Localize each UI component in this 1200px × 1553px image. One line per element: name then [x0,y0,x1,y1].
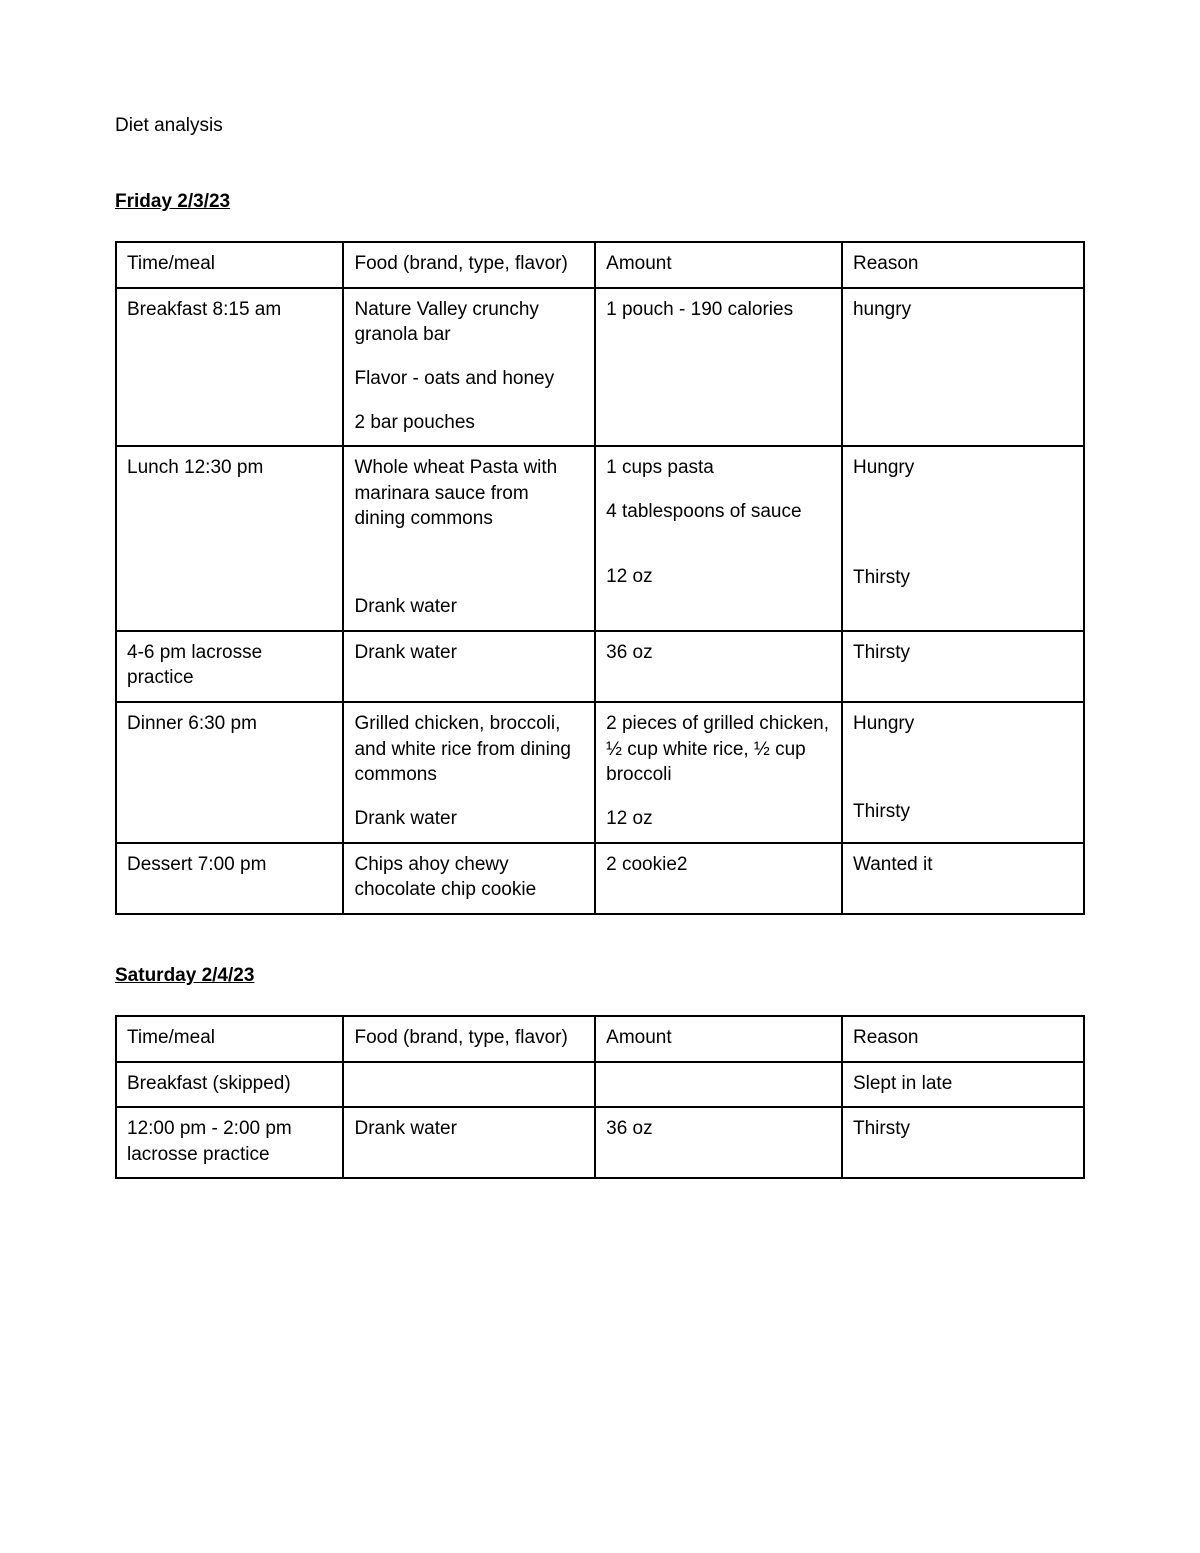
day-heading-friday: Friday 2/3/23 [115,191,1085,213]
cell-text: Wanted it [853,852,1073,878]
cell-amount: 36 oz [595,1107,842,1178]
cell-food [343,1062,595,1108]
cell-spacer [354,572,584,594]
col-header-reason: Reason [842,1016,1084,1062]
table-row: Dinner 6:30 pm Grilled chicken, broccoli… [116,702,1084,843]
cell-reason: Hungry Thirsty [842,702,1084,843]
cell-amount [595,1062,842,1108]
document-page: Diet analysis Friday 2/3/23 Time/meal Fo… [0,0,1200,1553]
cell-text: 12:00 pm - 2:00 pm lacrosse practice [127,1116,332,1167]
cell-time: 12:00 pm - 2:00 pm lacrosse practice [116,1107,343,1178]
cell-text: 36 oz [606,1116,831,1142]
cell-time: 4-6 pm lacrosse practice [116,631,343,702]
col-header-amount: Amount [595,242,842,288]
col-header-food: Food (brand, type, flavor) [343,1016,595,1062]
cell-spacer [354,550,584,572]
cell-food: Whole wheat Pasta with marinara sauce fr… [343,446,595,631]
cell-text: Breakfast (skipped) [127,1071,332,1097]
cell-text: Thirsty [853,1116,1073,1142]
table-row: 12:00 pm - 2:00 pm lacrosse practice Dra… [116,1107,1084,1178]
cell-text: Drank water [354,806,584,832]
table-header-row: Time/meal Food (brand, type, flavor) Amo… [116,1016,1084,1062]
cell-text: Whole wheat Pasta with marinara sauce fr… [354,455,584,532]
col-header-amount: Amount [595,1016,842,1062]
cell-spacer [853,755,1073,777]
cell-text: Thirsty [853,640,1073,666]
cell-reason: Slept in late [842,1062,1084,1108]
cell-text: 36 oz [606,640,831,666]
cell-amount: 2 cookie2 [595,843,842,914]
col-header-time: Time/meal [116,242,343,288]
cell-text: Dinner 6:30 pm [127,711,332,737]
cell-food: Nature Valley crunchy granola bar Flavor… [343,288,595,447]
cell-time: Dinner 6:30 pm [116,702,343,843]
cell-spacer [853,499,1073,521]
cell-text: 12 oz [606,564,831,590]
cell-amount: 1 cups pasta 4 tablespoons of sauce 12 o… [595,446,842,631]
cell-time: Dessert 7:00 pm [116,843,343,914]
cell-reason: Hungry Thirsty [842,446,1084,631]
cell-text: 4 tablespoons of sauce [606,499,831,525]
cell-reason: Wanted it [842,843,1084,914]
cell-spacer [853,777,1073,799]
cell-text: 1 cups pasta [606,455,831,481]
cell-text: Drank water [354,594,584,620]
cell-text: 12 oz [606,806,831,832]
cell-text: Thirsty [853,565,1073,591]
page-title: Diet analysis [115,115,1085,137]
col-header-food: Food (brand, type, flavor) [343,242,595,288]
cell-text: Dessert 7:00 pm [127,852,332,878]
cell-text: 4-6 pm lacrosse practice [127,640,332,691]
cell-reason: Thirsty [842,631,1084,702]
cell-text: Hungry [853,455,1073,481]
cell-text: Slept in late [853,1071,1073,1097]
table-row: 4-6 pm lacrosse practice Drank water 36 … [116,631,1084,702]
cell-food: Grilled chicken, broccoli, and white ric… [343,702,595,843]
table-row: Dessert 7:00 pm Chips ahoy chewy chocola… [116,843,1084,914]
cell-text: Thirsty [853,799,1073,825]
cell-text: Lunch 12:30 pm [127,455,332,481]
cell-time: Breakfast (skipped) [116,1062,343,1108]
cell-spacer [853,543,1073,565]
col-header-time: Time/meal [116,1016,343,1062]
cell-text: Chips ahoy chewy chocolate chip cookie [354,852,584,903]
cell-text: Breakfast 8:15 am [127,297,332,323]
cell-text: Flavor - oats and honey [354,366,584,392]
cell-amount: 2 pieces of grilled chicken, ½ cup white… [595,702,842,843]
cell-amount: 36 oz [595,631,842,702]
table-row: Breakfast (skipped) Slept in late [116,1062,1084,1108]
cell-food: Drank water [343,1107,595,1178]
cell-spacer [853,521,1073,543]
cell-text: 2 bar pouches [354,410,584,436]
cell-time: Breakfast 8:15 am [116,288,343,447]
diet-table-saturday: Time/meal Food (brand, type, flavor) Amo… [115,1015,1085,1180]
cell-spacer [606,542,831,564]
cell-text: Hungry [853,711,1073,737]
cell-text: 1 pouch - 190 calories [606,297,831,323]
cell-reason: Thirsty [842,1107,1084,1178]
cell-text: 2 cookie2 [606,852,831,878]
table-row: Breakfast 8:15 am Nature Valley crunchy … [116,288,1084,447]
cell-time: Lunch 12:30 pm [116,446,343,631]
cell-text: hungry [853,297,1073,323]
cell-text: Drank water [354,640,584,666]
cell-text: Grilled chicken, broccoli, and white ric… [354,711,584,788]
cell-food: Chips ahoy chewy chocolate chip cookie [343,843,595,914]
day-heading-saturday: Saturday 2/4/23 [115,965,1085,987]
table-row: Lunch 12:30 pm Whole wheat Pasta with ma… [116,446,1084,631]
cell-amount: 1 pouch - 190 calories [595,288,842,447]
cell-text: Nature Valley crunchy granola bar [354,297,584,348]
diet-table-friday: Time/meal Food (brand, type, flavor) Amo… [115,241,1085,915]
col-header-reason: Reason [842,242,1084,288]
cell-food: Drank water [343,631,595,702]
cell-text: 2 pieces of grilled chicken, ½ cup white… [606,711,831,788]
cell-reason: hungry [842,288,1084,447]
table-header-row: Time/meal Food (brand, type, flavor) Amo… [116,242,1084,288]
cell-text: Drank water [354,1116,584,1142]
